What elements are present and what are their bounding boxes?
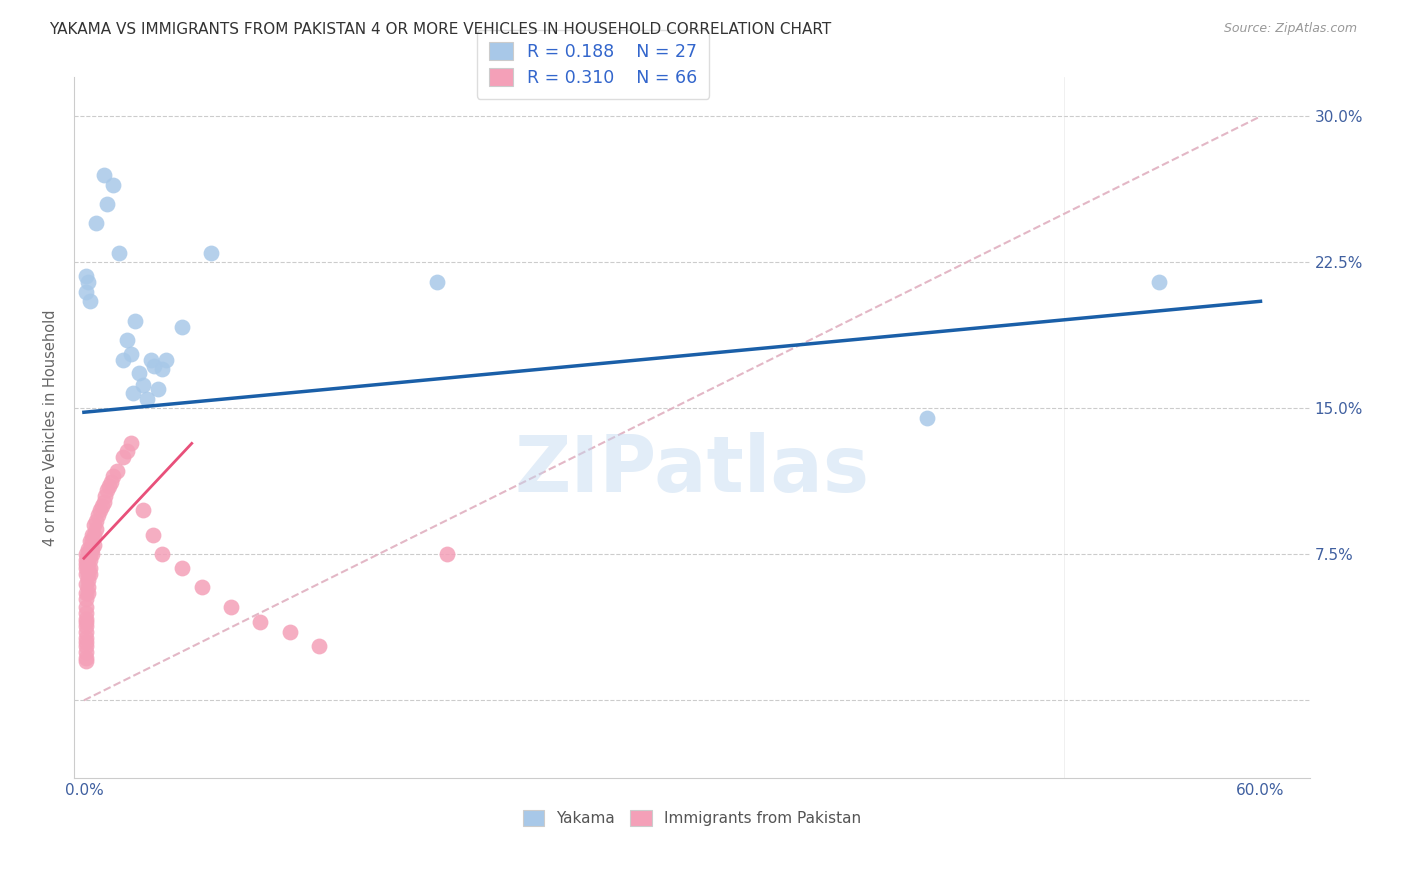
Point [139,352,162,367]
Point [75,650,97,665]
Point [79,541,101,556]
Point [75,635,97,649]
Point [75,599,97,614]
Point [135,392,157,406]
Point [93,168,115,182]
Point [141,528,163,542]
Point [120,347,142,361]
Point [115,444,138,458]
Point [79,553,101,567]
Point [79,294,101,309]
Point [436,547,458,561]
Point [103,469,125,483]
Point [84,514,107,528]
Point [75,285,97,299]
Point [76,547,98,561]
Point [84,216,107,230]
Point [115,333,138,347]
Point [170,561,193,575]
Point [308,639,330,653]
Point [75,268,97,283]
Point [75,557,97,571]
Point [75,561,97,575]
Point [122,385,145,400]
Point [76,586,98,600]
Point [80,541,103,556]
Point [75,639,97,653]
Point [76,581,98,595]
Point [75,553,97,567]
Point [76,541,98,556]
Point [84,522,107,536]
Point [83,528,105,542]
Point [219,599,242,614]
Point [75,611,97,625]
Point [143,359,166,373]
Point [75,586,97,600]
Point [150,547,173,561]
Point [90,499,112,513]
Point [128,367,150,381]
Point [76,573,98,587]
Text: YAKAMA VS IMMIGRANTS FROM PAKISTAN 4 OR MORE VEHICLES IN HOUSEHOLD CORRELATION C: YAKAMA VS IMMIGRANTS FROM PAKISTAN 4 OR … [49,22,831,37]
Point [94,489,117,503]
Point [75,631,97,645]
Point [98,479,121,493]
Point [112,450,135,464]
Point [89,502,111,516]
Point [100,475,122,490]
Point [79,561,101,575]
Point [76,275,98,289]
Point [75,645,97,659]
Point [150,362,173,376]
Point [79,547,101,561]
Point [1147,275,1170,289]
Point [79,566,101,581]
Point [155,352,177,367]
Point [83,518,105,533]
Point [93,495,115,509]
Y-axis label: 4 or more Vehicles in Household: 4 or more Vehicles in Household [44,310,58,546]
Point [80,528,103,542]
Point [76,561,98,575]
Point [148,382,170,396]
Point [76,566,98,581]
Legend: Yakama, Immigrants from Pakistan: Yakama, Immigrants from Pakistan [515,803,869,834]
Point [83,538,105,552]
Point [105,464,128,478]
Point [200,245,222,260]
Point [76,553,98,567]
Point [120,436,142,450]
Point [75,566,97,581]
Point [79,533,101,548]
Text: ZIPatlas: ZIPatlas [515,432,869,508]
Point [80,547,103,561]
Point [75,615,97,630]
Point [75,619,97,633]
Point [915,411,938,425]
Point [75,547,97,561]
Point [75,576,97,591]
Point [96,483,118,497]
Point [132,502,155,516]
Text: Source: ZipAtlas.com: Source: ZipAtlas.com [1223,22,1357,36]
Point [75,625,97,640]
Point [112,352,135,367]
Point [80,533,103,548]
Point [96,197,118,211]
Point [75,606,97,620]
Point [426,275,449,289]
Point [124,314,146,328]
Point [108,245,131,260]
Point [132,378,155,392]
Point [75,592,97,607]
Point [278,625,301,640]
Point [170,319,193,334]
Point [249,615,271,630]
Point [86,508,108,523]
Point [103,178,125,192]
Point [190,581,212,595]
Point [75,655,97,669]
